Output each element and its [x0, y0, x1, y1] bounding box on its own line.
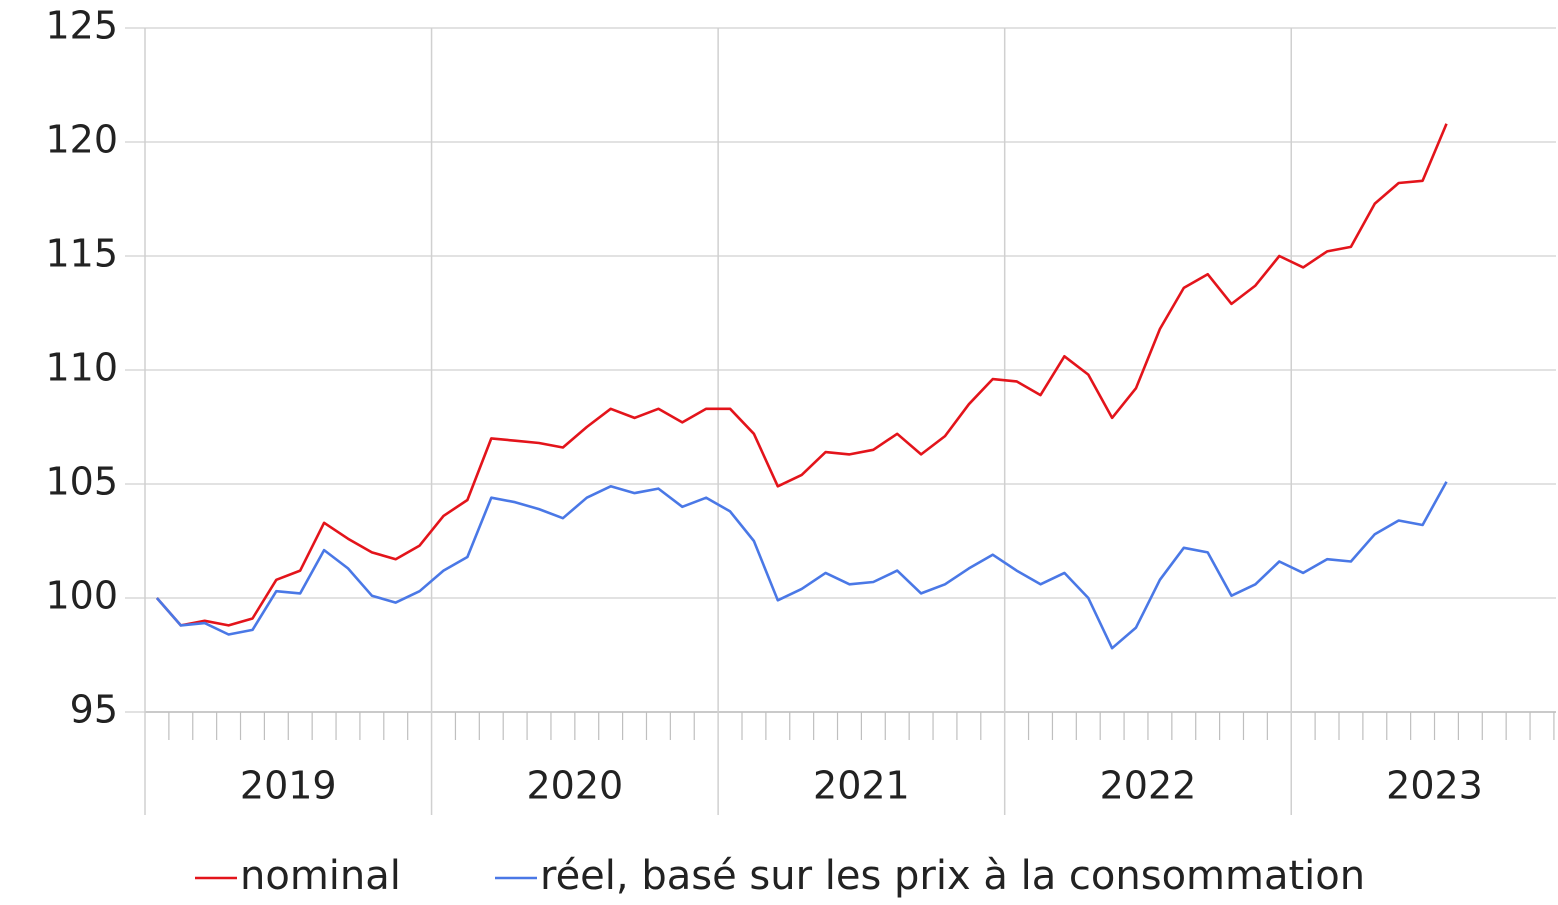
y-tick-label: 110 [45, 346, 118, 390]
y-tick-label: 95 [70, 688, 118, 732]
x-tick-label: 2023 [1386, 764, 1483, 808]
y-tick-label: 120 [45, 118, 118, 162]
series-line [155, 123, 1448, 627]
legend-label: nominal [240, 853, 401, 899]
y-tick-label: 115 [45, 232, 118, 276]
y-tick-label: 125 [45, 4, 118, 48]
y-tick-label: 100 [45, 574, 118, 618]
y-tick-label: 105 [45, 460, 118, 504]
series-line [155, 481, 1448, 650]
x-tick-label: 2020 [526, 764, 623, 808]
x-tick-label: 2022 [1100, 764, 1197, 808]
x-tick-label: 2019 [240, 764, 337, 808]
x-tick-label: 2021 [813, 764, 910, 808]
legend-label: réel, basé sur les prix à la consommatio… [540, 853, 1365, 899]
